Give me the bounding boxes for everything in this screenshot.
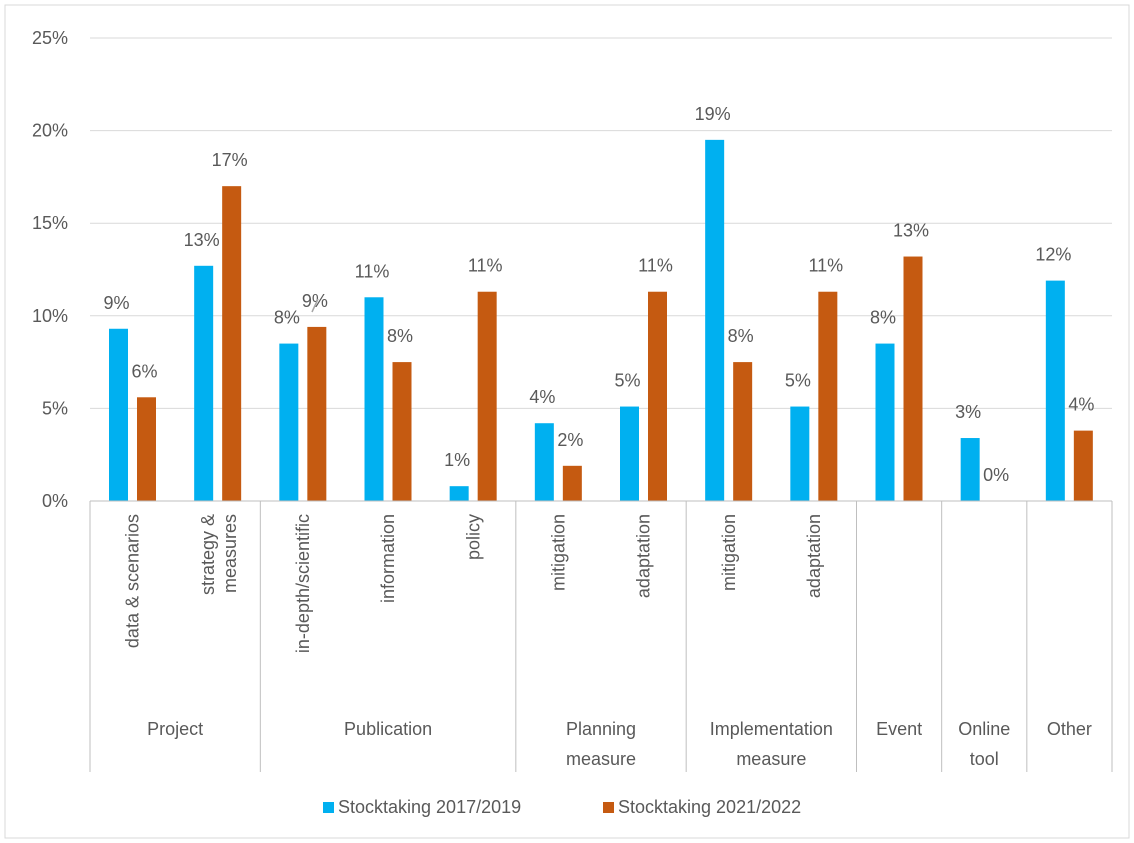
x-group-label-line: Online <box>958 719 1010 739</box>
bar <box>818 291 838 501</box>
bar <box>364 297 384 501</box>
x-category-label: data & scenarios <box>123 514 143 648</box>
bar <box>222 186 242 501</box>
bar <box>194 265 214 501</box>
x-category-label: adaptation <box>634 514 654 598</box>
data-label: 8% <box>274 308 300 328</box>
x-group-label-line: tool <box>970 749 999 769</box>
data-labels: 9%13%8%11%1%4%5%19%5%8%3%12%6%17%9%8%11%… <box>103 104 1094 485</box>
bar <box>534 423 554 501</box>
data-label: 17% <box>212 150 248 170</box>
y-tick-label: 15% <box>32 213 68 233</box>
bar <box>279 343 299 501</box>
bar <box>875 343 895 501</box>
bar <box>137 397 156 501</box>
data-label: 9% <box>103 293 129 313</box>
bar <box>705 139 725 502</box>
y-axis-ticks: 0% 5% 10% 15% 20% 25% <box>32 28 68 511</box>
x-group-label: Implementation measure <box>710 719 833 769</box>
x-group-label: Project <box>147 719 203 739</box>
x-axis: data & scenarios strategy & measures in-dep… <box>89 500 1113 772</box>
bar <box>109 328 128 501</box>
bar <box>960 438 980 501</box>
bar <box>903 256 923 501</box>
x-category-label: policy <box>463 514 483 560</box>
y-tick-label: 25% <box>32 28 68 48</box>
x-category-label: adaptation <box>804 514 824 598</box>
legend-swatch <box>323 802 334 813</box>
x-category-label-line: strategy & <box>198 514 218 595</box>
x-category-label-line: measures <box>220 514 240 593</box>
x-group-label: Planning measure <box>566 719 636 769</box>
x-category-label: in-depth/scientific <box>293 514 313 653</box>
data-label: 11% <box>638 256 673 276</box>
x-group-label: Online tool <box>958 719 1010 769</box>
data-label: 5% <box>614 371 640 391</box>
bar <box>477 291 497 501</box>
data-label: 2% <box>557 430 583 450</box>
chart-border <box>4 4 1130 839</box>
bar <box>733 362 753 501</box>
data-label: 8% <box>870 308 896 328</box>
bar <box>790 406 810 501</box>
x-group-label: Other <box>1047 719 1092 739</box>
data-label: 5% <box>785 371 811 391</box>
data-label: 8% <box>387 326 413 346</box>
data-label: 13% <box>184 230 220 250</box>
y-tick-label: 20% <box>32 121 68 141</box>
data-label: 13% <box>893 221 929 241</box>
bar <box>648 291 667 501</box>
x-group-label: Publication <box>344 719 432 739</box>
legend-label: Stocktaking 2017/2019 <box>338 797 521 817</box>
x-category-label: information <box>378 514 398 603</box>
legend-swatch <box>603 802 614 813</box>
y-tick-label: 10% <box>32 306 68 326</box>
bars <box>109 139 1093 502</box>
bar <box>1045 280 1065 501</box>
bar <box>1073 430 1093 501</box>
bar <box>620 406 639 501</box>
gridlines <box>90 37 1112 502</box>
x-category-label: mitigation <box>719 514 739 591</box>
bar <box>449 486 469 501</box>
bar <box>392 362 412 501</box>
data-label: 4% <box>529 387 555 407</box>
data-label: 3% <box>955 402 981 422</box>
data-label: 12% <box>1035 245 1071 265</box>
bar <box>562 465 582 501</box>
data-label: 11% <box>355 261 390 281</box>
data-label: 4% <box>1068 395 1094 415</box>
legend-label: Stocktaking 2021/2022 <box>618 797 801 817</box>
data-label: 0% <box>983 465 1009 485</box>
x-category-label: strategy & measures <box>198 514 240 595</box>
x-category-label: mitigation <box>548 514 568 591</box>
data-label: 11% <box>808 256 843 276</box>
y-tick-label: 5% <box>42 398 68 418</box>
x-group-label-line: measure <box>566 749 636 769</box>
data-label: 19% <box>695 104 731 124</box>
data-label: 11% <box>468 256 503 276</box>
data-label: 8% <box>728 326 754 346</box>
x-group-label-line: Planning <box>566 719 636 739</box>
label-leader-line <box>311 298 319 313</box>
x-group-label-line: measure <box>736 749 806 769</box>
bar <box>307 326 327 501</box>
legend: Stocktaking 2017/2019 Stocktaking 2021/20… <box>323 797 801 817</box>
data-label: 9% <box>302 291 328 311</box>
x-group-label: Event <box>876 719 922 739</box>
y-tick-label: 0% <box>42 491 68 511</box>
x-group-label-line: Implementation <box>710 719 833 739</box>
data-label: 6% <box>131 361 157 381</box>
data-label: 1% <box>444 450 470 470</box>
